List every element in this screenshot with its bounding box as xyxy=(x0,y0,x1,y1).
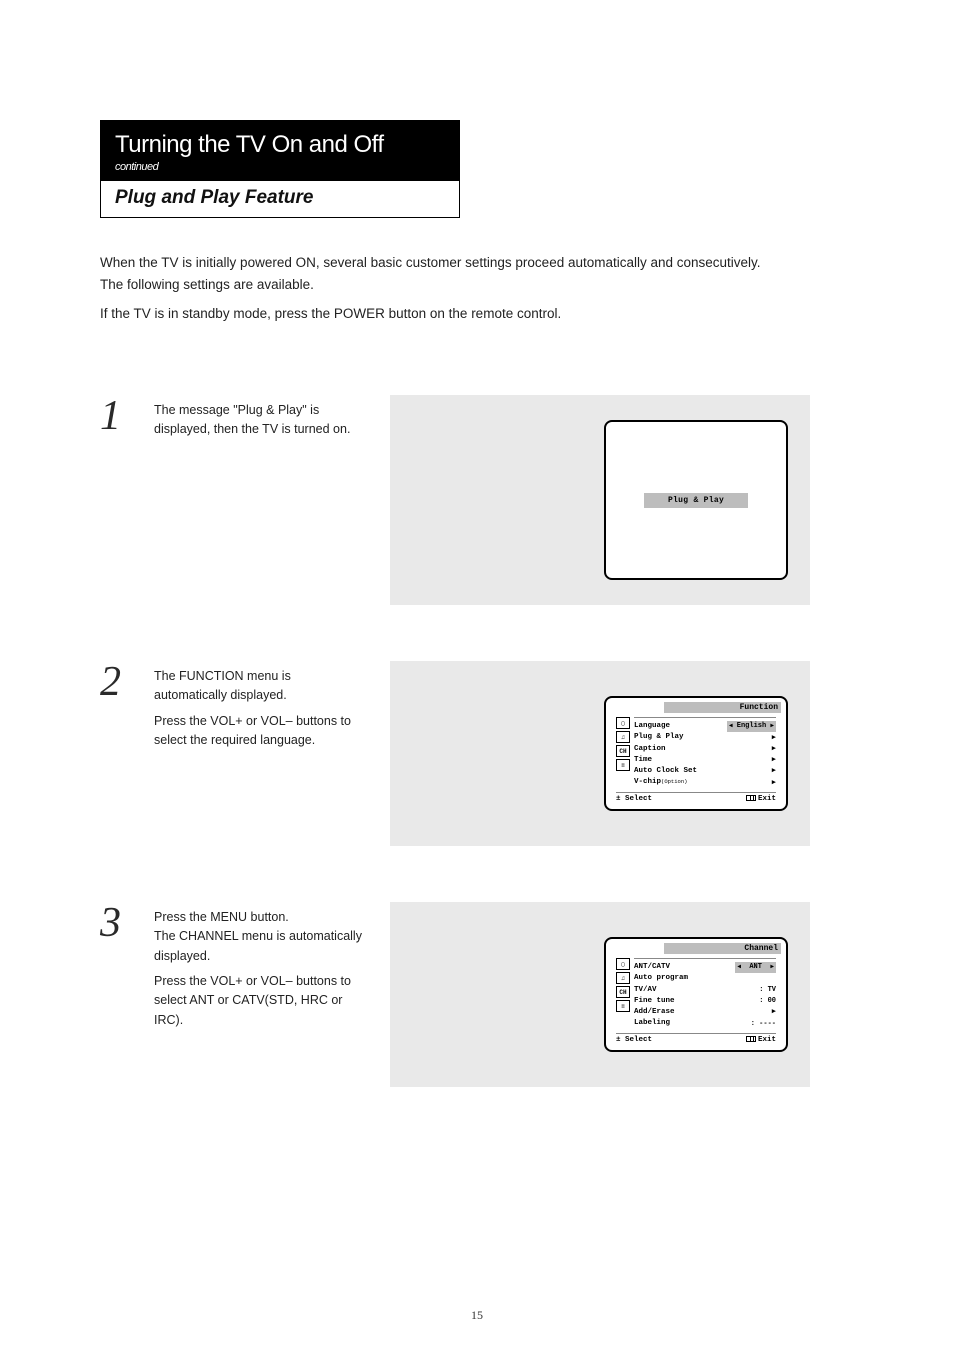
step-number: 2 xyxy=(100,661,128,703)
step-text: Press the MENU button. The CHANNEL menu … xyxy=(154,902,364,1030)
screen-panel: Plug & Play xyxy=(390,395,810,605)
menu-row: TV/AV : TV xyxy=(634,985,776,996)
section-header: Turning the TV On and Off continued Plug… xyxy=(100,120,460,218)
menu-row: Caption ▶ xyxy=(634,744,776,755)
menu-value: ◀ English ▶ xyxy=(727,721,776,732)
screen-panel: Function ▢ ♫ CH ∷ Language ◀ English ▶ xyxy=(390,661,810,846)
step-text: The message "Plug & Play" is displayed, … xyxy=(154,395,364,440)
header-section: Plug and Play Feature xyxy=(101,181,459,217)
menu-label: Plug & Play xyxy=(634,732,684,743)
channel-icon: CH xyxy=(616,745,630,757)
menu-row: Time ▶ xyxy=(634,755,776,766)
step-text-line: Press the VOL+ or VOL– buttons to select… xyxy=(154,712,364,751)
menu-row: Add/Erase ▶ xyxy=(634,1007,776,1018)
menu-row: Labeling : ---- xyxy=(634,1018,776,1029)
step-2: 2 The FUNCTION menu is automatically dis… xyxy=(100,661,864,846)
intro-text: When the TV is initially powered ON, sev… xyxy=(100,252,780,325)
tv-screen-function: Function ▢ ♫ CH ∷ Language ◀ English ▶ xyxy=(604,696,788,811)
menu-label: Language xyxy=(634,721,670,732)
plug-play-banner: Plug & Play xyxy=(644,493,748,508)
footer-exit: Exit xyxy=(746,795,776,803)
menu-footer: ± Select Exit xyxy=(616,792,776,803)
header-title-block: Turning the TV On and Off continued xyxy=(101,121,459,181)
header-subtitle: continued xyxy=(115,161,445,173)
step-text-line: Press the VOL+ or VOL– buttons to select… xyxy=(154,972,364,1030)
picture-icon: ▢ xyxy=(616,958,630,970)
screen-panel: Channel ▢ ♫ CH ∷ ANT/CATV ◀ ANT ▶ xyxy=(390,902,810,1087)
menu-icon-column: ▢ ♫ CH ∷ xyxy=(616,717,630,789)
footer-select: ± Select xyxy=(616,1036,652,1044)
menu-value: : TV xyxy=(759,985,776,996)
menu-row: ANT/CATV ◀ ANT ▶ xyxy=(634,962,776,973)
menu-label: Fine tune xyxy=(634,996,675,1007)
header-title: Turning the TV On and Off xyxy=(115,131,445,159)
tv-screen-plugplay: Plug & Play xyxy=(604,420,788,580)
step-number: 3 xyxy=(100,902,128,944)
menu-value: : 00 xyxy=(759,996,776,1007)
menu-footer: ± Select Exit xyxy=(616,1033,776,1044)
menu-value: ▶ xyxy=(772,744,776,755)
intro-paragraph-2: If the TV is in standby mode, press the … xyxy=(100,303,780,325)
step-text-line: Press the MENU button. xyxy=(154,908,364,927)
footer-select: ± Select xyxy=(616,795,652,803)
menu-label: TV/AV xyxy=(634,985,657,996)
menu-label: Time xyxy=(634,755,652,766)
menu-title: Channel xyxy=(664,943,781,954)
menu-title: Function xyxy=(664,702,781,713)
sound-icon: ♫ xyxy=(616,972,630,984)
channel-icon: CH xyxy=(616,986,630,998)
exit-icon xyxy=(746,795,756,801)
step-text: The FUNCTION menu is automatically displ… xyxy=(154,661,364,751)
step-number: 1 xyxy=(100,395,128,437)
menu-value: ▶ xyxy=(772,755,776,766)
menu-row: Language ◀ English ▶ xyxy=(634,721,776,732)
menu-value: ▶ xyxy=(772,766,776,777)
menu-icon-column: ▢ ♫ CH ∷ xyxy=(616,958,630,1030)
footer-exit: Exit xyxy=(746,1036,776,1044)
step-text-line: The CHANNEL menu is automatically displa… xyxy=(154,927,364,966)
menu-label: Add/Erase xyxy=(634,1007,675,1018)
menu-value: : ---- xyxy=(751,1019,776,1030)
menu-value: ▶ xyxy=(772,733,776,744)
sound-icon: ♫ xyxy=(616,731,630,743)
menu-row: Auto program xyxy=(634,973,776,984)
menu-label: ANT/CATV xyxy=(634,962,670,973)
function-icon: ∷ xyxy=(616,759,630,771)
menu-row: Plug & Play ▶ xyxy=(634,732,776,743)
tv-screen-channel: Channel ▢ ♫ CH ∷ ANT/CATV ◀ ANT ▶ xyxy=(604,937,788,1052)
exit-icon xyxy=(746,1036,756,1042)
menu-list: ANT/CATV ◀ ANT ▶ Auto program TV/AV: TV … xyxy=(634,958,776,1030)
menu-label: Auto program xyxy=(634,973,688,984)
menu-label: Caption xyxy=(634,744,666,755)
menu-row: Fine tune : 00 xyxy=(634,996,776,1007)
menu-value: ▶ xyxy=(772,1007,776,1018)
menu-list: Language ◀ English ▶ Plug & Play ▶ Captio… xyxy=(634,717,776,789)
menu-label: Labeling xyxy=(634,1018,670,1029)
menu-row: V-chip(Option) ▶ xyxy=(634,777,776,788)
function-icon: ∷ xyxy=(616,1000,630,1012)
intro-paragraph-1: When the TV is initially powered ON, sev… xyxy=(100,252,780,297)
step-1: 1 The message "Plug & Play" is displayed… xyxy=(100,395,864,605)
menu-label: V-chip(Option) xyxy=(634,777,687,788)
step-3: 3 Press the MENU button. The CHANNEL men… xyxy=(100,902,864,1087)
menu-label: Auto Clock Set xyxy=(634,766,697,777)
page-number: 15 xyxy=(471,1308,483,1323)
picture-icon: ▢ xyxy=(616,717,630,729)
menu-value: ▶ xyxy=(772,778,776,789)
step-text-line: The FUNCTION menu is automatically displ… xyxy=(154,667,364,706)
menu-row: Auto Clock Set ▶ xyxy=(634,766,776,777)
menu-value: ◀ ANT ▶ xyxy=(735,962,776,973)
